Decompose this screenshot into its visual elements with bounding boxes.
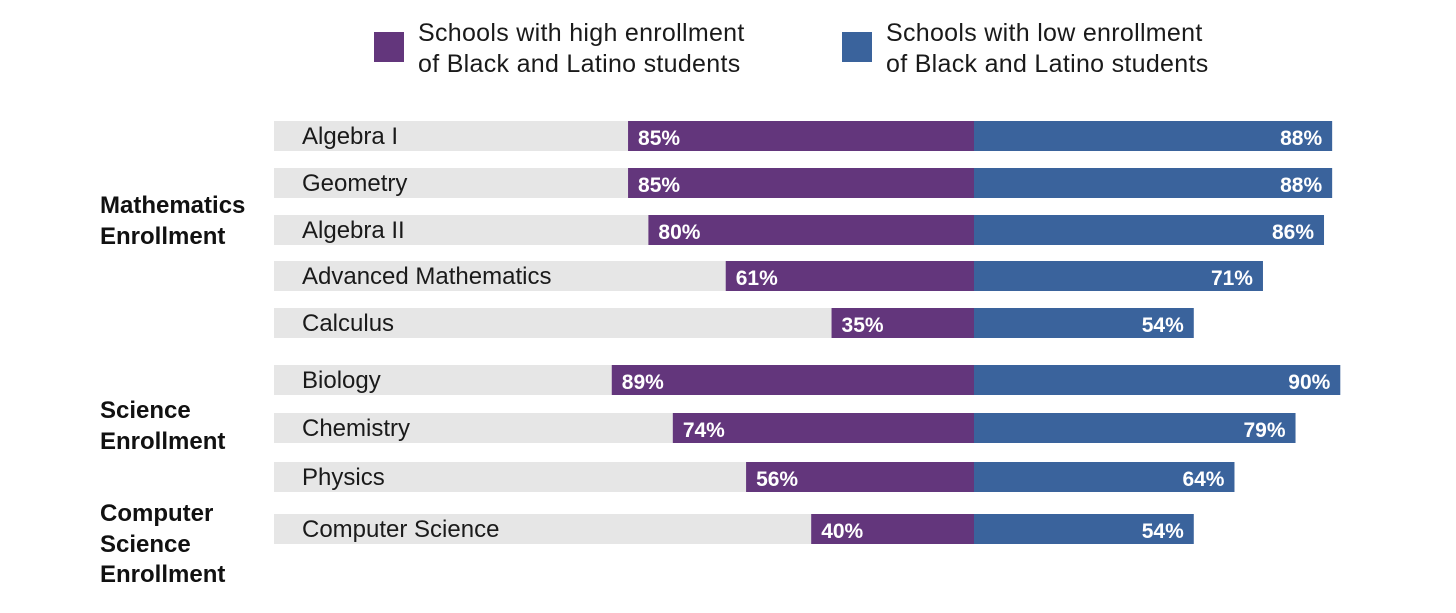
value-label-low-enrollment: 64% — [1182, 468, 1224, 491]
value-label-low-enrollment: 79% — [1243, 419, 1285, 442]
value-label-high-enrollment: 40% — [821, 520, 863, 543]
chart-legend: Schools with high enrollment of Black an… — [0, 0, 1456, 90]
legend-item-high-enrollment: Schools with high enrollment of Black an… — [374, 18, 745, 80]
course-label: Physics — [302, 464, 385, 491]
group-label: Enrollment — [100, 561, 225, 588]
bar-high-enrollment — [811, 514, 974, 544]
group-label: Science — [100, 531, 191, 558]
legend-label-line: of Black and Latino students — [886, 50, 1209, 78]
bar-low-enrollment — [974, 413, 1296, 443]
value-label-high-enrollment: 35% — [842, 314, 884, 337]
course-label: Advanced Mathematics — [302, 263, 551, 290]
bar-low-enrollment — [974, 365, 1341, 395]
legend-label-line: Schools with high enrollment — [418, 19, 745, 47]
group-label: Enrollment — [100, 428, 225, 455]
bar-high-enrollment — [628, 121, 974, 151]
bar-high-enrollment — [725, 261, 974, 291]
legend-label-low-enrollment: Schools with low enrollment of Black and… — [886, 18, 1209, 80]
value-label-high-enrollment: 74% — [683, 419, 725, 442]
legend-label-high-enrollment: Schools with high enrollment of Black an… — [418, 18, 745, 80]
value-label-low-enrollment: 86% — [1272, 221, 1314, 244]
group-label: Mathematics — [100, 192, 245, 219]
legend-swatch-high-enrollment — [374, 32, 404, 62]
value-label-low-enrollment: 71% — [1211, 267, 1253, 290]
legend-item-low-enrollment: Schools with low enrollment of Black and… — [842, 18, 1209, 80]
value-label-low-enrollment: 54% — [1142, 520, 1184, 543]
course-label: Algebra II — [302, 217, 405, 244]
group-label: Enrollment — [100, 223, 225, 250]
bar-low-enrollment — [974, 215, 1325, 245]
value-label-low-enrollment: 90% — [1288, 371, 1330, 394]
bar-high-enrollment — [831, 308, 974, 338]
course-label: Algebra I — [302, 123, 398, 150]
value-label-high-enrollment: 85% — [638, 174, 680, 197]
bar-low-enrollment — [974, 261, 1263, 291]
bar-low-enrollment — [974, 168, 1333, 198]
value-label-high-enrollment: 85% — [638, 127, 680, 150]
course-label: Geometry — [302, 170, 407, 197]
value-label-high-enrollment: 56% — [756, 468, 798, 491]
group-label: Computer — [100, 500, 213, 527]
bar-high-enrollment — [648, 215, 974, 245]
legend-swatch-low-enrollment — [842, 32, 872, 62]
value-label-high-enrollment: 80% — [658, 221, 700, 244]
value-label-low-enrollment: 88% — [1280, 174, 1322, 197]
value-label-low-enrollment: 54% — [1142, 314, 1184, 337]
legend-label-line: of Black and Latino students — [418, 50, 741, 78]
course-label: Computer Science — [302, 516, 499, 543]
bar-low-enrollment — [974, 308, 1194, 338]
value-label-low-enrollment: 88% — [1280, 127, 1322, 150]
legend-label-line: Schools with low enrollment — [886, 19, 1203, 47]
course-label: Calculus — [302, 310, 394, 337]
bar-low-enrollment — [974, 121, 1333, 151]
bar-high-enrollment — [672, 413, 974, 443]
bar-high-enrollment — [611, 365, 974, 395]
bar-low-enrollment — [974, 514, 1194, 544]
course-label: Biology — [302, 367, 381, 394]
course-label: Chemistry — [302, 415, 410, 442]
bar-high-enrollment — [628, 168, 974, 198]
value-label-high-enrollment: 61% — [736, 267, 778, 290]
value-label-high-enrollment: 89% — [622, 371, 664, 394]
group-label: Science — [100, 397, 191, 424]
bar-low-enrollment — [974, 462, 1235, 492]
bar-high-enrollment — [746, 462, 974, 492]
